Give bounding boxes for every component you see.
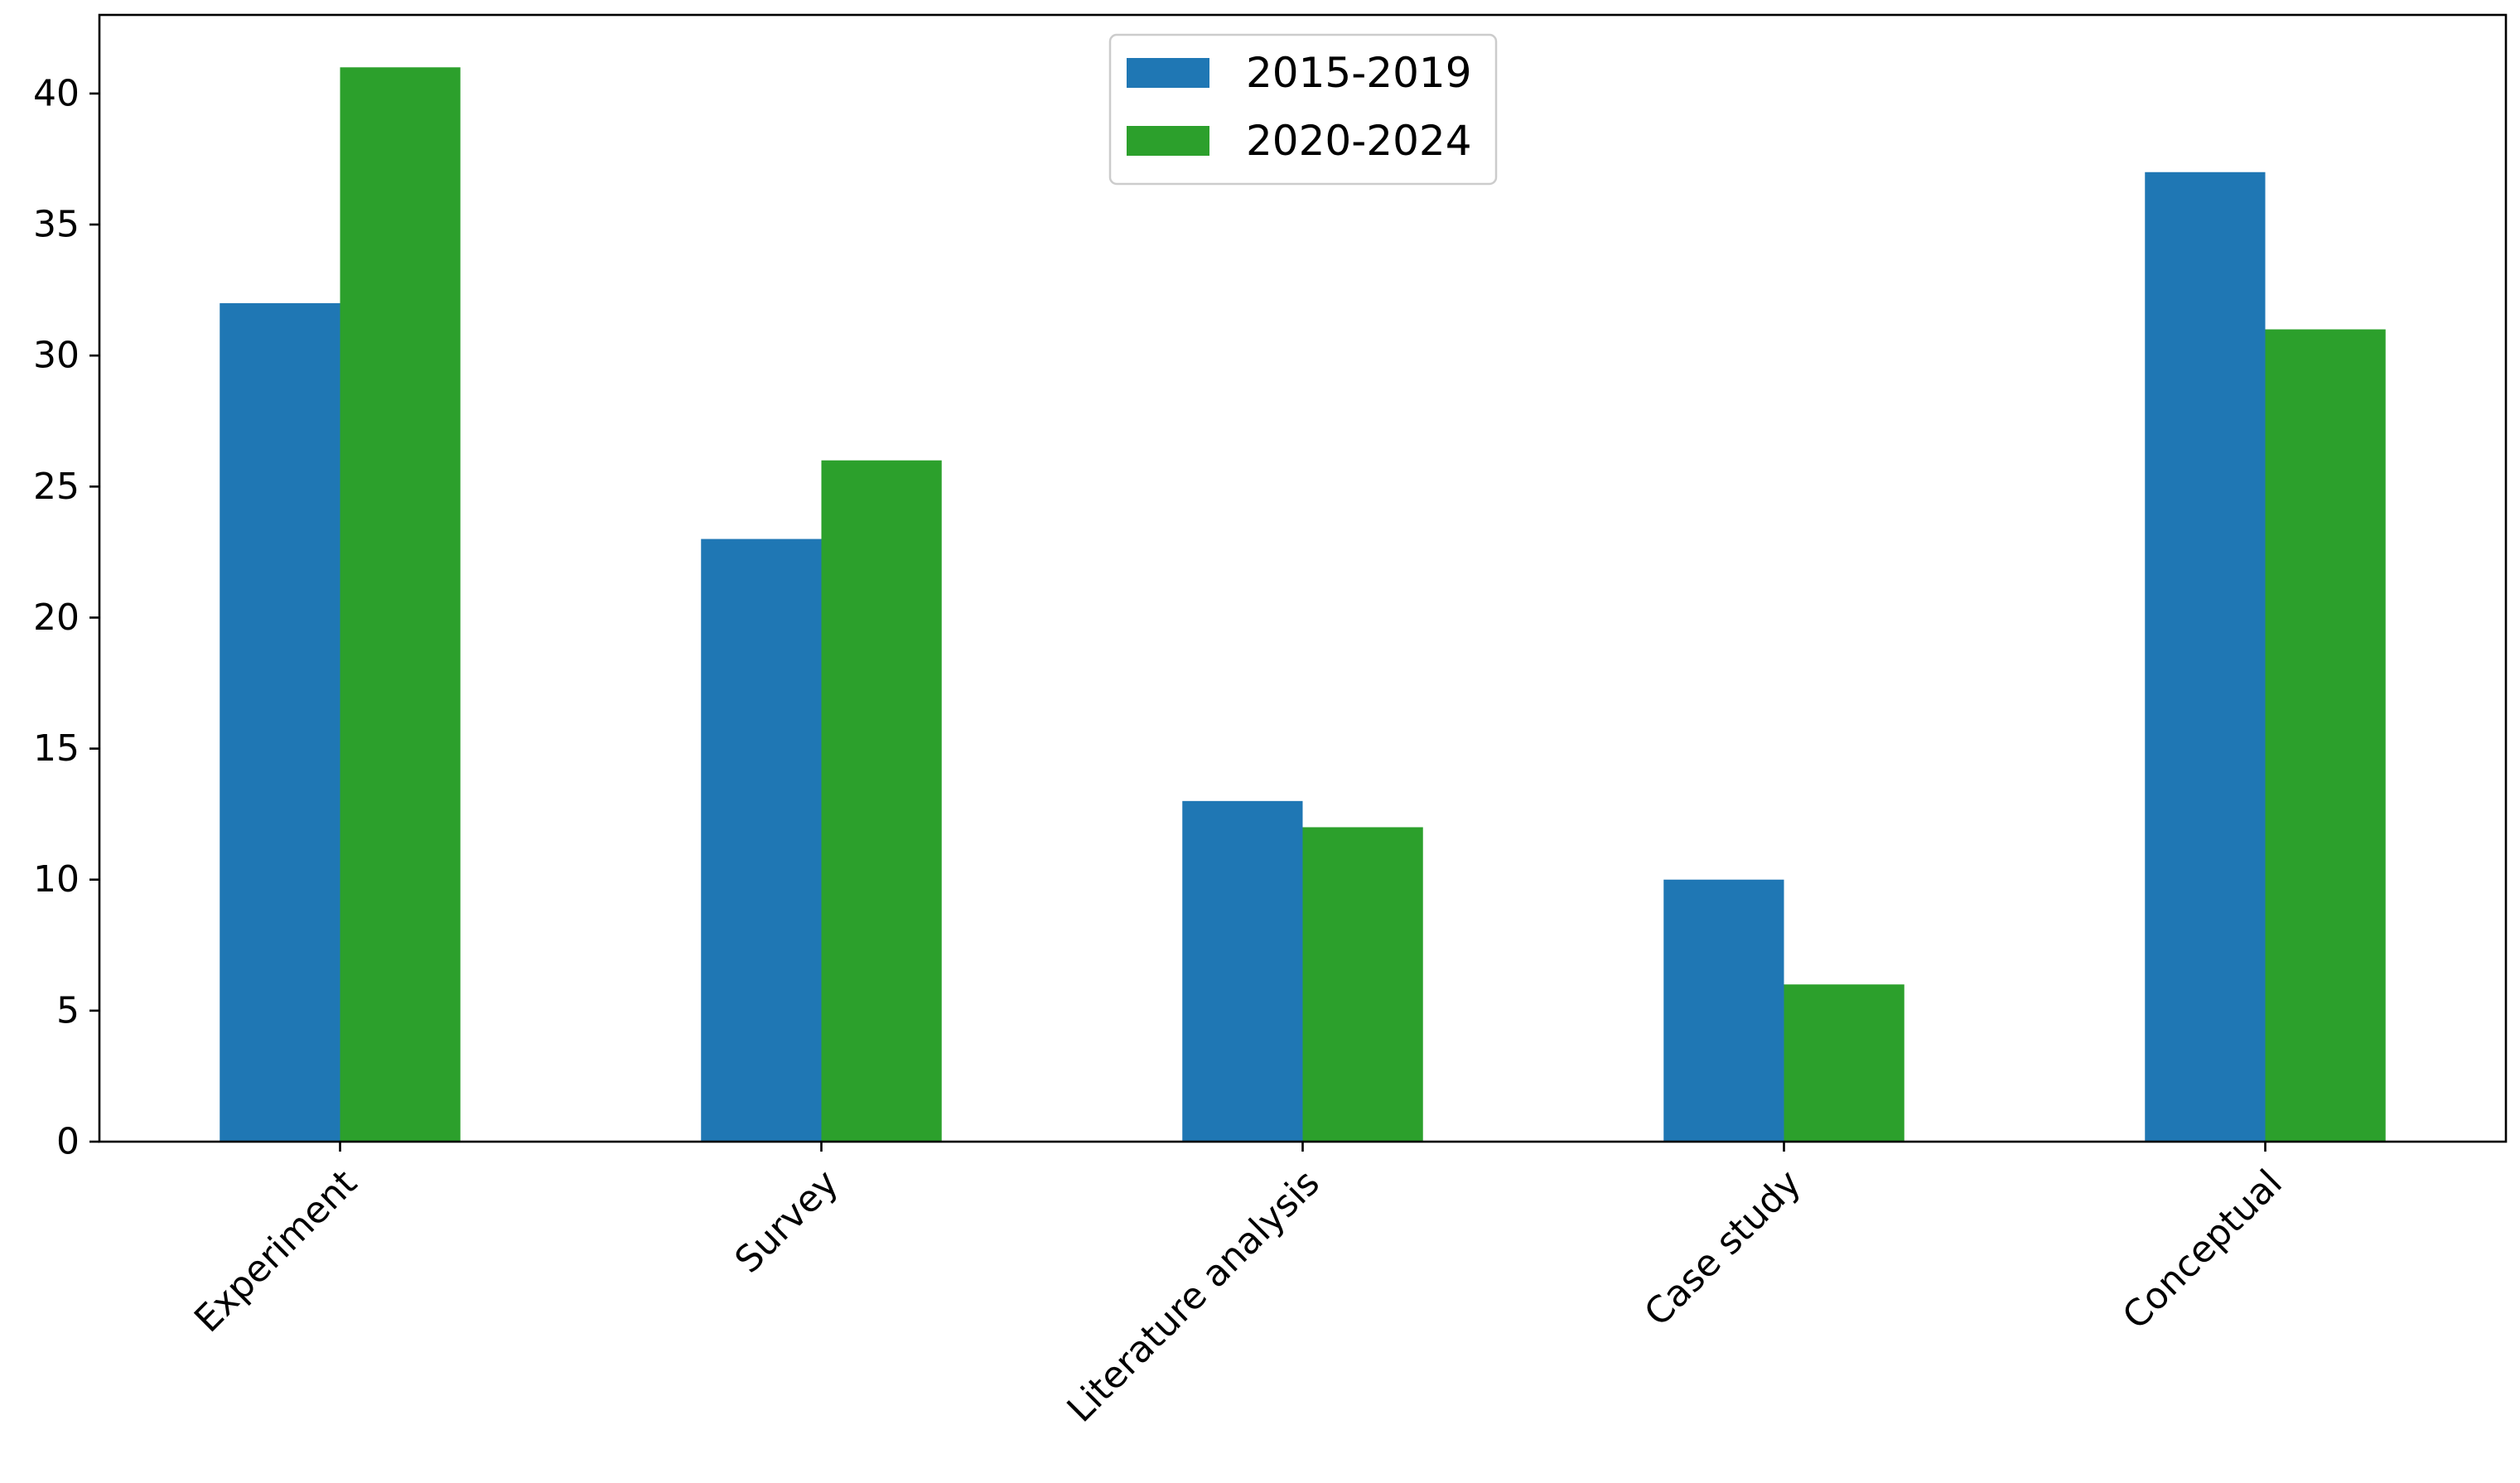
legend: 2015-2019 2020-2024: [1108, 33, 1498, 186]
bar-case-study-2020-2024: [1784, 984, 1904, 1142]
y-tick-label: 0: [56, 1121, 80, 1163]
legend-swatch-2015-2019: [1127, 58, 1209, 88]
bar-survey-2015-2019: [701, 539, 822, 1142]
y-tick-label: 30: [33, 335, 80, 377]
bar-conceptual-2020-2024: [2265, 329, 2386, 1142]
legend-swatch-2020-2024: [1127, 126, 1209, 156]
y-tick-label: 40: [33, 72, 80, 114]
y-tick-label: 15: [33, 727, 80, 770]
bar-literature-analysis-2020-2024: [1302, 827, 1423, 1142]
plot-area-frame: [98, 13, 2508, 1143]
bar-conceptual-2015-2019: [2145, 171, 2266, 1142]
y-tick-label: 10: [33, 858, 80, 901]
bar-survey-2020-2024: [821, 460, 942, 1142]
y-tick-label: 20: [33, 597, 80, 639]
bar-group: [220, 67, 2386, 1142]
bar-case-study-2015-2019: [1663, 879, 1784, 1142]
bar-literature-analysis-2015-2019: [1182, 800, 1303, 1142]
y-axis: 0 5 10 15 20 25 30 35 40: [33, 72, 99, 1163]
y-tick-label: 25: [33, 466, 80, 508]
legend-label-2020-2024: 2020-2024: [1246, 117, 1472, 165]
y-tick-label: 5: [56, 989, 80, 1031]
legend-label-2015-2019: 2015-2019: [1246, 49, 1472, 97]
y-tick-label: 35: [33, 204, 80, 246]
bar-experiment-2015-2019: [220, 302, 340, 1142]
bar-experiment-2020-2024: [340, 67, 461, 1142]
